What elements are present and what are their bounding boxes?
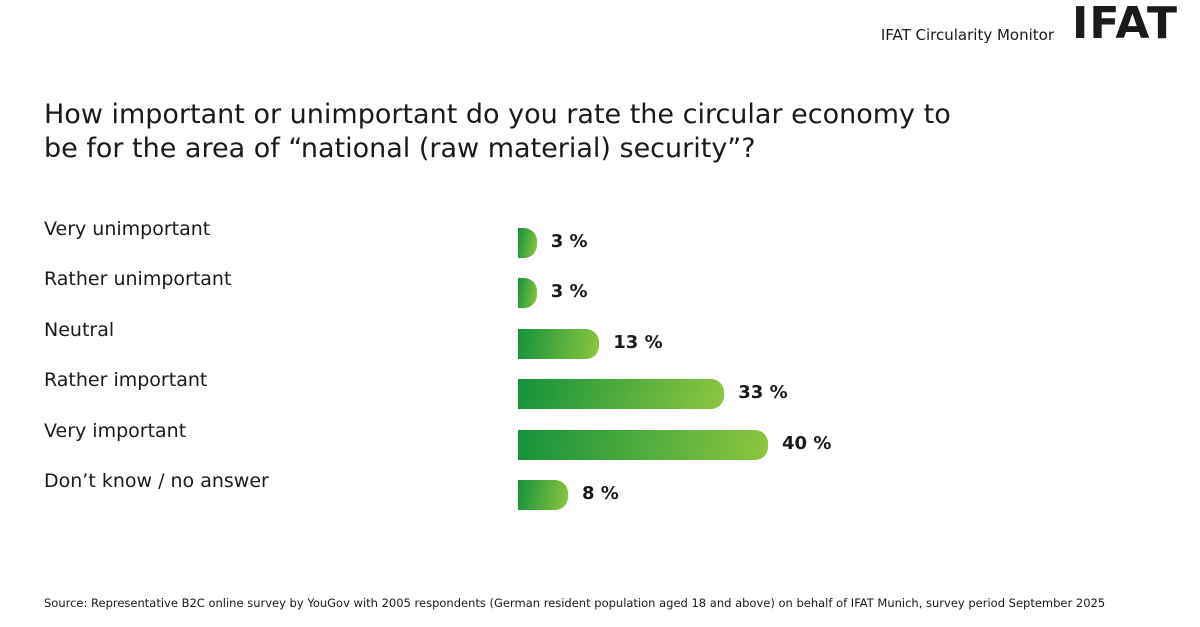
value-label: 3 % xyxy=(550,281,588,303)
logo: IFAT xyxy=(1072,0,1179,49)
category-label: Very unimportant xyxy=(44,218,211,240)
bar xyxy=(518,278,537,309)
category-label: Don’t know / no answer xyxy=(44,470,269,492)
value-label: 3 % xyxy=(550,231,588,252)
value-label: 33 % xyxy=(738,382,788,404)
value-label: 13 % xyxy=(613,331,663,353)
value-label: 40 % xyxy=(782,432,832,454)
category-label: Neutral xyxy=(44,318,115,341)
bar xyxy=(518,379,725,410)
category-label: Very important xyxy=(44,419,187,442)
source: Source: Representative B2C online survey… xyxy=(44,596,1106,610)
bar xyxy=(518,480,568,510)
bar xyxy=(518,429,768,460)
category-label: Rather important xyxy=(44,369,208,392)
value-label: 8 % xyxy=(582,483,619,504)
chart-title: How important or unimportant do you rate… xyxy=(44,99,951,164)
bar xyxy=(518,228,537,258)
bar xyxy=(518,328,600,359)
category-label: Rather unimportant xyxy=(44,268,232,291)
monitor-name: IFAT Circularity Monitor xyxy=(880,26,1054,44)
